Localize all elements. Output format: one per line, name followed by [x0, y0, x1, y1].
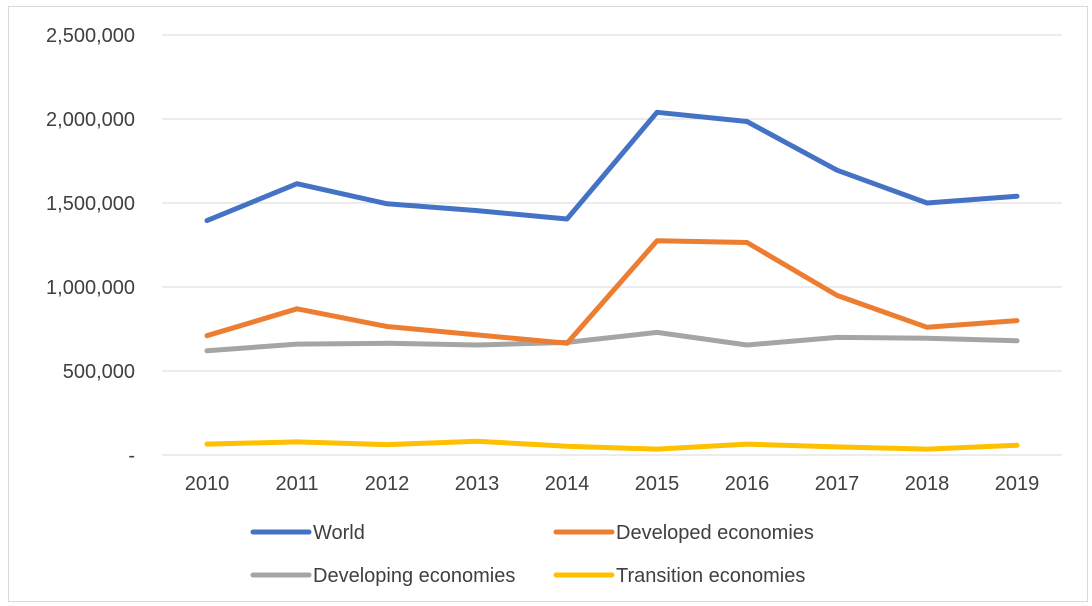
x-tick-label: 2015 — [635, 473, 680, 495]
x-tick-label: 2010 — [185, 473, 230, 495]
x-tick-label: 2011 — [275, 473, 318, 495]
x-tick-label: 2019 — [995, 473, 1040, 495]
series-line-world — [204, 109, 1020, 224]
series-lines — [204, 109, 1020, 452]
y-tick-label: - — [128, 445, 135, 467]
x-tick-label: 2014 — [545, 473, 590, 495]
series-line-developing-economies — [204, 329, 1020, 354]
x-tick-label: 2012 — [365, 473, 410, 495]
x-tick-label: 2013 — [455, 473, 500, 495]
legend-label-world: World — [313, 522, 365, 544]
y-axis-ticks: - 500,000 1,000,000 1,500,000 2,000,000 2,500… — [46, 25, 135, 467]
y-tick-label: 1,500,000 — [46, 193, 135, 215]
chart-frame — [8, 6, 1088, 602]
x-axis-ticks: 2010 2011 2012 2013 2014 2015 2016 2017 2018 2019 — [185, 473, 1040, 495]
x-tick-label: 2016 — [725, 473, 770, 495]
legend-label-developing-economies: Developing economies — [313, 565, 515, 587]
y-tick-label: 500,000 — [63, 361, 135, 383]
gridlines — [162, 34, 1062, 372]
legend: World Developed economies Developing econo… — [250, 522, 814, 587]
x-tick-label: 2018 — [905, 473, 950, 495]
series-line-developed-economies — [204, 238, 1020, 346]
y-tick-label: 2,000,000 — [46, 109, 135, 131]
x-tick-label: 2017 — [815, 473, 860, 495]
legend-label-transition-economies: Transition economies — [616, 565, 805, 587]
y-tick-label: 1,000,000 — [46, 277, 135, 299]
legend-label-developed-economies: Developed economies — [616, 522, 814, 544]
series-line-transition-economies — [204, 438, 1020, 452]
y-tick-label: 2,500,000 — [46, 25, 135, 47]
